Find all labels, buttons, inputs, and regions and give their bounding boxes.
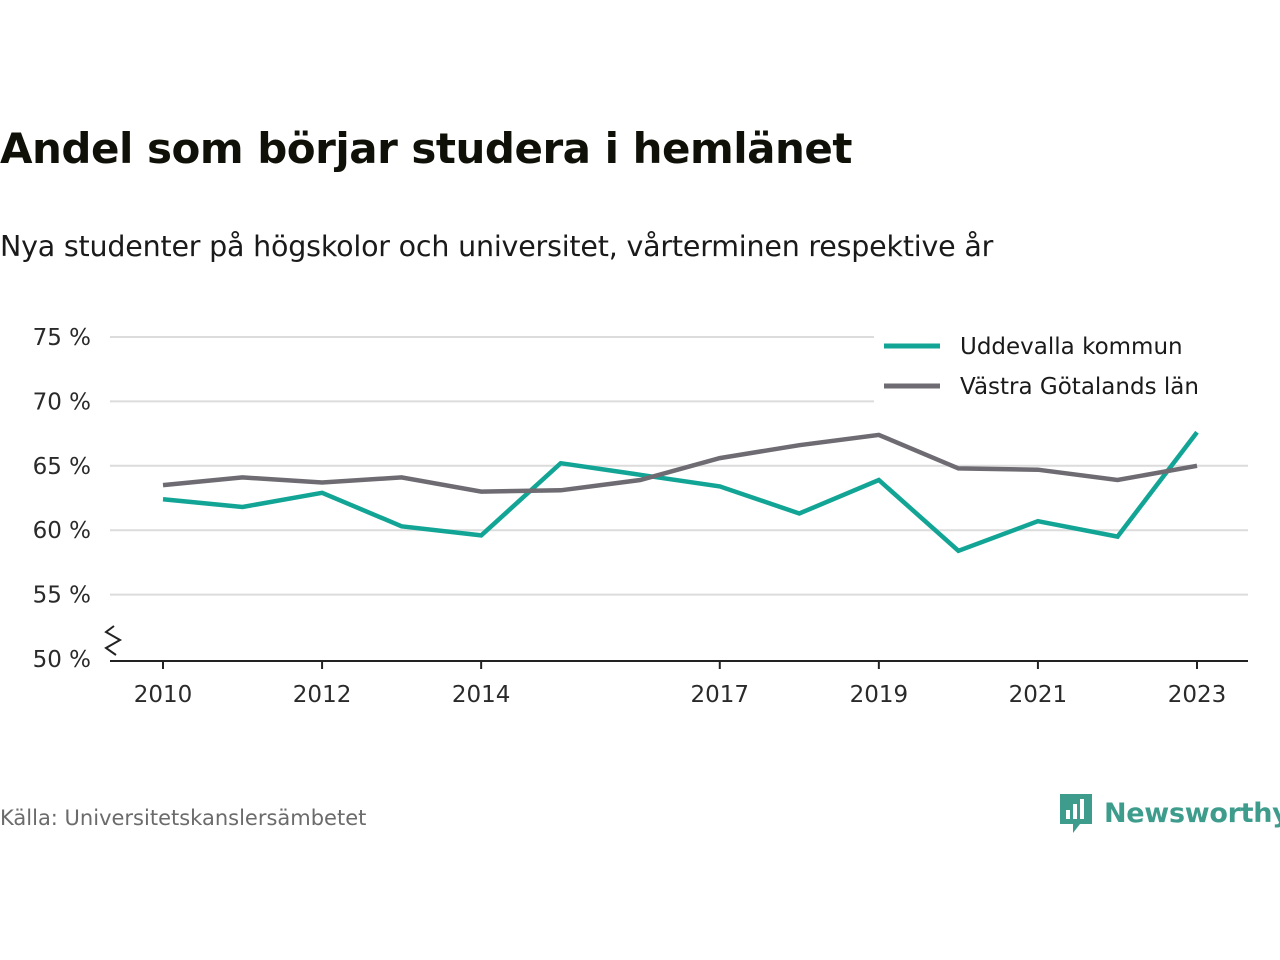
newsworthy-logo[interactable]: Newsworthy bbox=[1058, 790, 1280, 836]
data-point bbox=[1195, 463, 1200, 468]
data-point bbox=[956, 548, 961, 553]
source-note: Källa: Universitetskanslersämbetet bbox=[0, 806, 367, 830]
x-tick-label: 2023 bbox=[1168, 682, 1227, 708]
data-point bbox=[558, 461, 563, 466]
y-tick-label: 60 % bbox=[33, 518, 91, 544]
y-tick-label: 55 % bbox=[33, 583, 91, 609]
axes: 50 % 55 % 60 % 65 % 70 % 75 % 2010 2012 2014 2017… bbox=[33, 325, 1248, 708]
x-tick-label: 2014 bbox=[452, 682, 511, 708]
x-tick-label: 2012 bbox=[293, 682, 352, 708]
data-point bbox=[797, 443, 802, 448]
data-point bbox=[399, 475, 404, 480]
y-tick-label: 50 % bbox=[33, 647, 91, 673]
data-point bbox=[558, 488, 563, 493]
y-tick-label: 75 % bbox=[33, 325, 91, 351]
data-point bbox=[320, 490, 325, 495]
series-line-vastra-gotaland bbox=[162, 432, 1198, 494]
chart-subtitle: Nya studenter på högskolor och universit… bbox=[0, 230, 994, 263]
data-point bbox=[1115, 477, 1120, 482]
data-point bbox=[479, 489, 484, 494]
data-point bbox=[1195, 430, 1200, 435]
data-point bbox=[240, 505, 245, 510]
brand-name: Newsworthy bbox=[1104, 797, 1280, 829]
data-point bbox=[479, 533, 484, 538]
x-tick-label: 2010 bbox=[134, 682, 193, 708]
data-point bbox=[1035, 467, 1040, 472]
data-point bbox=[876, 477, 881, 482]
data-point bbox=[717, 484, 722, 489]
data-point bbox=[161, 497, 166, 502]
data-point bbox=[320, 480, 325, 485]
series-line-uddevalla bbox=[162, 430, 1199, 554]
data-point bbox=[1035, 519, 1040, 524]
data-point bbox=[638, 477, 643, 482]
y-tick-label: 65 % bbox=[33, 454, 91, 480]
data-point bbox=[797, 511, 802, 516]
chart-title: Andel som börjar studera i hemlänet bbox=[0, 124, 853, 173]
legend: Uddevalla kommun Västra Götalands län bbox=[874, 326, 1248, 404]
data-point bbox=[1115, 534, 1120, 539]
data-point bbox=[638, 472, 643, 477]
legend-label: Västra Götalands län bbox=[960, 374, 1199, 400]
x-tick-label: 2019 bbox=[850, 682, 909, 708]
data-point bbox=[399, 524, 404, 529]
legend-background bbox=[874, 326, 1248, 404]
newsworthy-logo-icon bbox=[1060, 794, 1092, 833]
data-point bbox=[956, 466, 961, 471]
data-point bbox=[161, 483, 166, 488]
y-axis-break bbox=[104, 625, 123, 656]
data-point bbox=[876, 432, 881, 437]
data-point bbox=[240, 475, 245, 480]
series-lines bbox=[161, 430, 1200, 554]
data-point bbox=[717, 456, 722, 461]
x-tick-label: 2021 bbox=[1009, 682, 1068, 708]
legend-label: Uddevalla kommun bbox=[960, 334, 1183, 360]
y-tick-label: 70 % bbox=[33, 389, 91, 415]
x-tick-label: 2017 bbox=[690, 682, 749, 708]
